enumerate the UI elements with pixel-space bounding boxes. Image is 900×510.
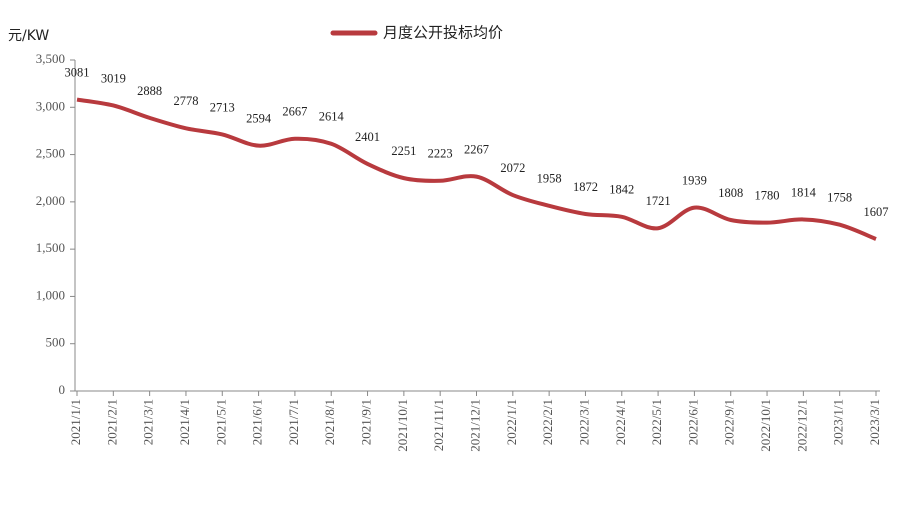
line bbox=[76, 97, 877, 241]
x-tick-label: 2021/11/1 bbox=[431, 399, 446, 451]
x-tick-label: 2021/10/1 bbox=[395, 399, 410, 452]
data-label: 1721 bbox=[646, 194, 671, 208]
x-tick-label: 2021/1/1 bbox=[68, 399, 83, 445]
x-tick-label: 2022/2/1 bbox=[540, 399, 555, 445]
data-label: 1758 bbox=[827, 191, 852, 205]
data-label: 1939 bbox=[682, 174, 707, 188]
y-tick-label: 500 bbox=[46, 335, 66, 350]
legend-label: 月度公开投标均价 bbox=[383, 24, 503, 42]
data-label: 2888 bbox=[137, 84, 162, 98]
y-tick-label: 1,500 bbox=[36, 240, 65, 255]
x-tick-label: 2021/2/1 bbox=[104, 399, 119, 445]
data-label: 2614 bbox=[319, 110, 345, 124]
data-label: 2401 bbox=[355, 130, 380, 144]
data-label: 1842 bbox=[609, 183, 634, 197]
x-tick-label: 2022/10/1 bbox=[758, 399, 773, 452]
data-label: 2267 bbox=[464, 142, 489, 156]
x-tick-label: 2021/6/1 bbox=[250, 399, 265, 445]
x-tick-label: 2022/6/1 bbox=[685, 399, 700, 445]
data-label: 3019 bbox=[101, 71, 126, 85]
x-tick-label: 2023/3/1 bbox=[867, 399, 882, 445]
x-tick-label: 2021/9/1 bbox=[359, 399, 374, 445]
y-tick-label: 0 bbox=[59, 382, 66, 397]
data-label: 2778 bbox=[173, 94, 198, 108]
data-label: 2667 bbox=[282, 105, 307, 119]
y-tick-label: 2,500 bbox=[36, 146, 65, 161]
data-label: 1808 bbox=[718, 186, 743, 200]
x-tick-label: 2021/8/1 bbox=[322, 399, 337, 445]
y-tick-label: 3,000 bbox=[36, 98, 65, 113]
data-label: 2251 bbox=[391, 144, 416, 158]
x-tick-label: 2021/4/1 bbox=[177, 399, 192, 445]
data-label: 2713 bbox=[210, 100, 235, 114]
data-label: 1780 bbox=[755, 189, 780, 203]
data-label: 3081 bbox=[65, 66, 90, 80]
x-tick-label: 2022/4/1 bbox=[613, 399, 628, 445]
data-label: 1958 bbox=[537, 172, 562, 186]
x-tick-label: 2021/12/1 bbox=[467, 399, 482, 452]
data-label: 1607 bbox=[864, 205, 889, 219]
data-label: 1814 bbox=[791, 185, 817, 199]
x-tick-label: 2021/5/1 bbox=[213, 399, 228, 445]
x-tick-label: 2023/1/1 bbox=[831, 399, 846, 445]
data-label: 2072 bbox=[500, 161, 525, 175]
x-tick-label: 2022/3/1 bbox=[576, 399, 591, 445]
x-tick-label: 2021/3/1 bbox=[141, 399, 156, 445]
data-label: 2223 bbox=[428, 147, 453, 161]
x-tick-label: 2022/12/1 bbox=[794, 399, 809, 452]
y-tick-label: 3,500 bbox=[36, 51, 65, 66]
data-label: 2594 bbox=[246, 112, 272, 126]
x-tick-label: 2021/7/1 bbox=[286, 399, 301, 445]
data-label: 1872 bbox=[573, 180, 598, 194]
y-tick-label: 1,000 bbox=[36, 287, 65, 302]
x-tick-label: 2022/1/1 bbox=[504, 399, 519, 445]
y-axis-label: 元/KW bbox=[8, 28, 49, 44]
x-tick-label: 2022/9/1 bbox=[722, 399, 737, 445]
y-tick-label: 2,000 bbox=[36, 193, 65, 208]
x-tick-label: 2022/5/1 bbox=[649, 399, 664, 445]
